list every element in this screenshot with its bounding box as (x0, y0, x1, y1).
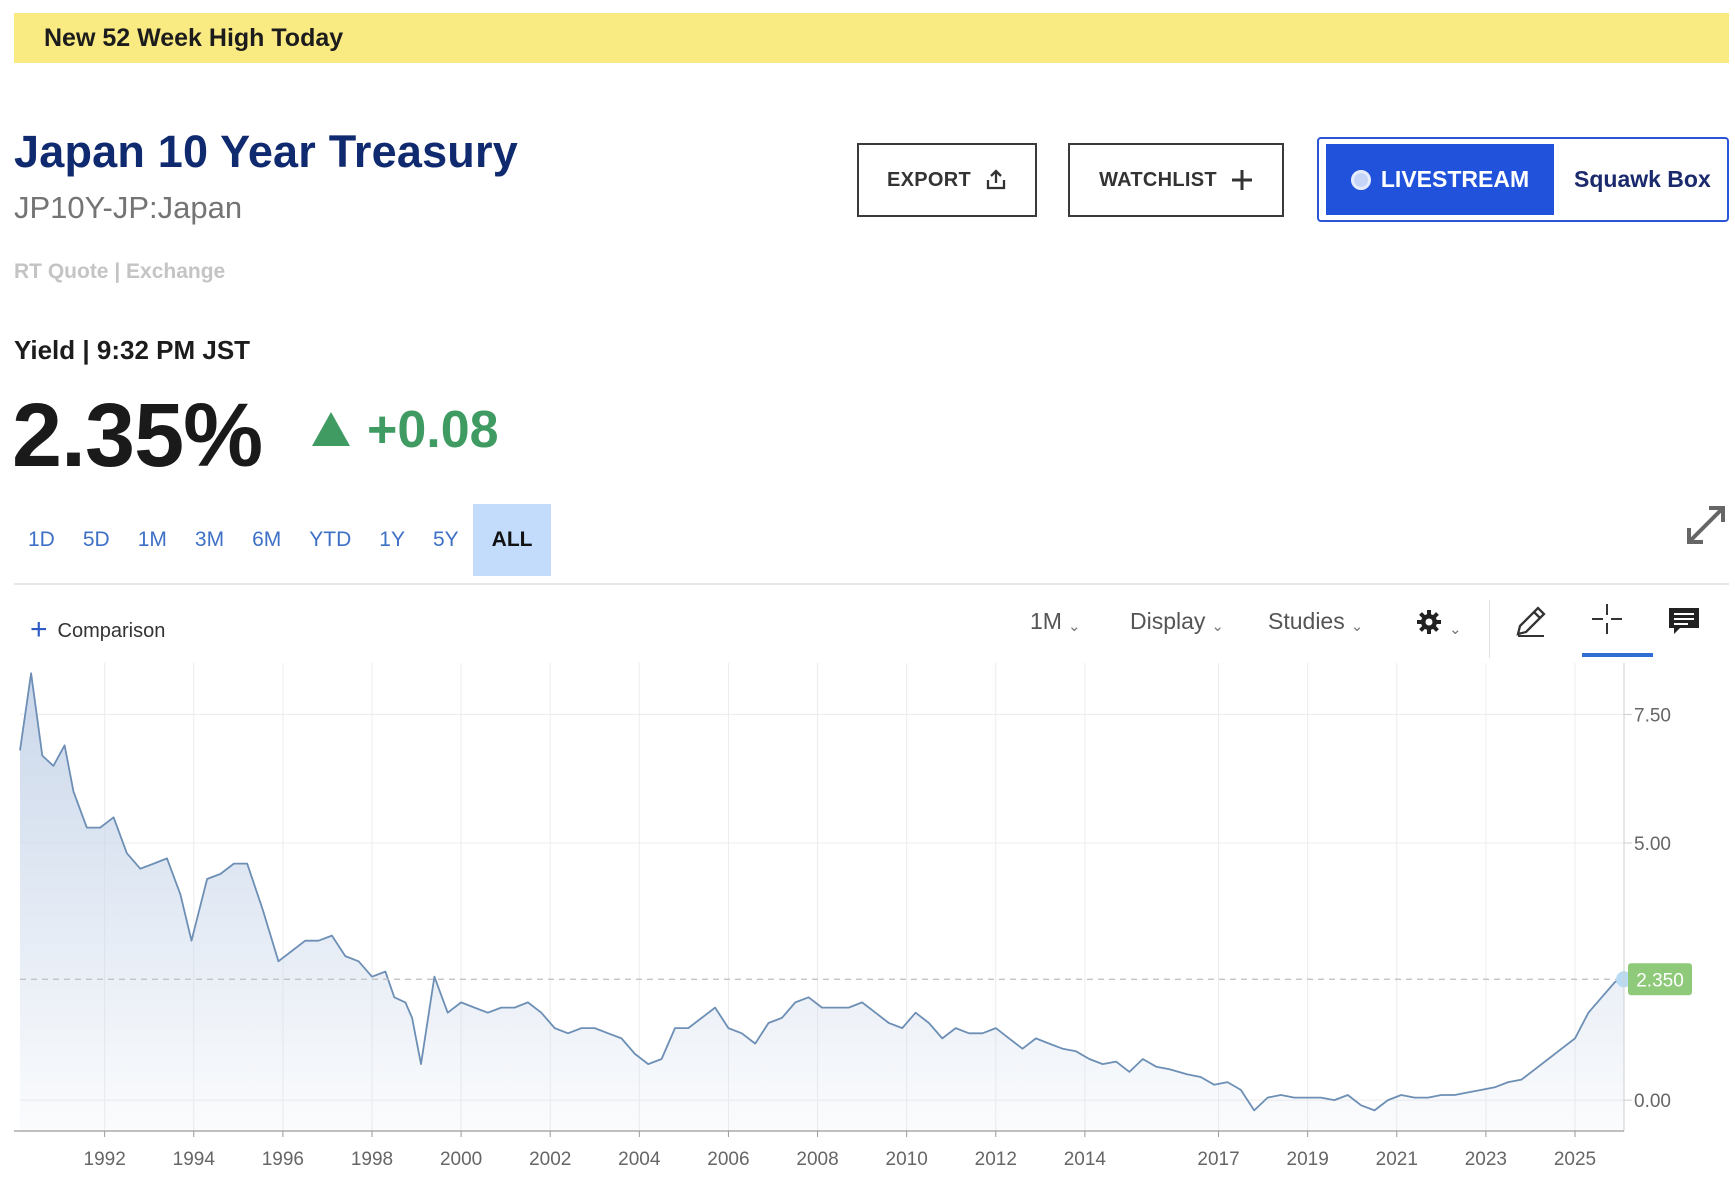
x-tick-label: 2023 (1465, 1149, 1507, 1170)
comparison-label: Comparison (57, 620, 166, 642)
add-comparison-button[interactable]: + Comparison (30, 613, 166, 646)
toolbar-separator (1489, 600, 1490, 658)
live-indicator-icon (1350, 169, 1371, 190)
symbol-label: JP10Y-JP:Japan (14, 190, 243, 225)
x-tick-label: 2006 (707, 1149, 749, 1170)
chevron-down-icon: ⌄ (1211, 617, 1224, 635)
x-tick-label: 1994 (173, 1149, 216, 1170)
livestream-widget: LIVESTREAM Squawk Box (1317, 137, 1729, 222)
yield-change: +0.08 (367, 401, 499, 459)
draw-pencil-icon[interactable] (1513, 603, 1549, 639)
x-tick-label: 2012 (975, 1149, 1017, 1170)
chevron-down-icon: ⌄ (1067, 617, 1081, 635)
x-tick-label: 2025 (1554, 1149, 1596, 1170)
x-tick-label: 2021 (1376, 1149, 1418, 1170)
show-name-link[interactable]: Squawk Box (1574, 166, 1711, 192)
display-label: Display (1130, 608, 1206, 634)
x-tick-label: 2014 (1064, 1149, 1107, 1170)
expand-icon[interactable] (1683, 502, 1729, 553)
new-52-week-high-banner: New 52 Week High Today (14, 13, 1729, 63)
range-tab-3m[interactable]: 3M (194, 528, 225, 551)
livestream-label: LIVESTREAM (1380, 166, 1530, 192)
banner-text: New 52 Week High Today (44, 23, 344, 52)
range-tab-5y[interactable]: 5Y (432, 528, 459, 551)
interval-label: 1M (1030, 608, 1062, 634)
y-tick-label: 5.00 (1634, 834, 1671, 855)
add-plus-icon: + (30, 613, 48, 646)
chart-divider (14, 583, 1729, 585)
x-tick-label: 2017 (1197, 1149, 1239, 1170)
range-tab-5d[interactable]: 5D (82, 528, 110, 551)
yield-series-line (19, 672, 1625, 1112)
export-button[interactable]: EXPORT (857, 143, 1037, 217)
plus-icon (1231, 169, 1253, 191)
x-tick-label: 1996 (262, 1149, 304, 1170)
display-dropdown[interactable]: Display ⌄ (1130, 608, 1224, 635)
comment-icon[interactable] (1668, 606, 1700, 636)
range-tab-6m[interactable]: 6M (252, 528, 282, 551)
crosshair-active-indicator (1582, 653, 1653, 657)
yield-value: 2.35% (12, 386, 263, 486)
y-tick-label: 7.50 (1634, 705, 1671, 726)
x-tick-label: 1992 (84, 1149, 126, 1170)
livestream-button[interactable]: LIVESTREAM (1326, 144, 1554, 215)
y-tick-label: 0.00 (1634, 1091, 1671, 1112)
x-tick-label: 1998 (351, 1149, 393, 1170)
time-range-tabs: 1D 5D 1M 3M 6M YTD 1Y 5Y ALL (14, 504, 552, 576)
last-value-badge (1628, 963, 1692, 996)
last-value-label: 2.350 (1636, 970, 1684, 991)
chevron-down-icon: ⌄ (1350, 617, 1364, 635)
watchlist-button[interactable]: WATCHLIST (1068, 143, 1284, 217)
interval-dropdown[interactable]: 1M ⌄ (1030, 608, 1081, 635)
export-label: EXPORT (886, 168, 972, 191)
chevron-down-icon: ⌄ (1449, 621, 1462, 638)
x-tick-label: 2000 (440, 1149, 482, 1170)
page-title: Japan 10 Year Treasury (14, 126, 518, 177)
watchlist-label: WATCHLIST (1099, 168, 1217, 191)
range-tab-1m[interactable]: 1M (137, 528, 167, 551)
studies-label: Studies (1268, 608, 1345, 634)
export-share-icon (985, 169, 1007, 191)
settings-gear-icon (1415, 608, 1443, 642)
range-tab-1y[interactable]: 1Y (379, 528, 405, 551)
range-tab-ytd[interactable]: YTD (309, 528, 352, 551)
range-tab-all[interactable]: ALL (472, 504, 552, 576)
x-tick-label: 2008 (796, 1149, 838, 1170)
studies-dropdown[interactable]: Studies ⌄ (1268, 608, 1363, 635)
crosshair-icon[interactable] (1590, 602, 1624, 636)
up-arrow-icon (312, 412, 350, 446)
x-tick-label: 2004 (618, 1149, 661, 1170)
yield-area-fill (20, 673, 1624, 1131)
yield-time-label: Yield | 9:32 PM JST (14, 335, 251, 365)
x-tick-label: 2019 (1287, 1149, 1329, 1170)
x-tick-label: 2002 (529, 1149, 571, 1170)
settings-dropdown[interactable]: ⌄ (1415, 608, 1462, 642)
range-tab-1d[interactable]: 1D (28, 528, 55, 551)
x-tick-label: 2010 (886, 1149, 928, 1170)
quote-source-label: RT Quote | Exchange (14, 260, 226, 283)
yield-history-chart[interactable]: 7.50 5.00 0.00 2.350 1992 1994 1996 1998 2000 200… (0, 655, 1735, 1200)
